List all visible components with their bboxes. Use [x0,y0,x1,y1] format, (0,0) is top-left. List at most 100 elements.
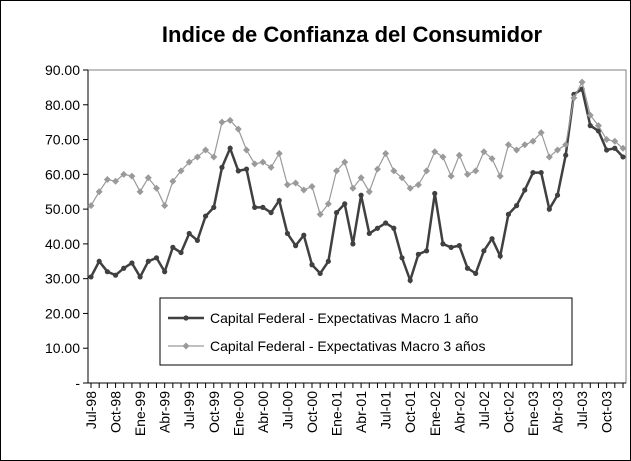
point [202,146,210,154]
point [382,149,390,157]
point [194,237,200,244]
x-tick-label: Oct-03 [599,391,615,433]
point [283,181,291,189]
point [514,203,520,209]
point [144,174,152,182]
point [276,197,282,204]
x-tick-label: Ene-02 [427,391,443,436]
x-tick-label: Ene-01 [329,391,345,436]
point [96,258,102,264]
point [186,230,192,237]
x-tick-label: Abr-99 [157,391,173,433]
x-tick-label: Ene-99 [132,391,148,436]
point [455,151,463,159]
point [619,144,627,152]
point [112,177,120,185]
point [521,141,529,149]
point [390,167,398,175]
point [538,169,544,176]
legend-box [159,297,573,366]
point [439,153,447,161]
point [464,265,471,271]
point [268,209,274,216]
point [252,204,258,210]
point [178,249,184,256]
x-tick-label: Abr-02 [451,391,467,433]
x-tick-label: Oct-02 [500,391,516,433]
point [350,241,356,247]
point [587,123,593,129]
point [308,183,316,191]
x-tick-label: Jul-03 [574,391,590,429]
point [423,248,430,254]
y-tick-label: 50.00 [45,201,80,217]
point [504,141,512,149]
x-tick-label: Abr-03 [550,391,566,433]
point [383,220,389,226]
point [170,244,176,250]
point [603,136,611,144]
point [513,146,521,154]
point [586,111,594,119]
point [530,169,536,176]
point [333,209,340,216]
y-tick-label: 70.00 [45,132,80,148]
point [497,253,503,259]
point [505,211,512,217]
point [472,167,480,175]
point [333,167,341,175]
point [316,210,324,218]
legend-marker [183,315,189,321]
point [267,163,275,171]
point [325,258,331,264]
point [161,202,169,210]
point [537,129,545,137]
point [226,116,234,124]
point [358,192,364,198]
point [234,125,242,133]
y-tick-label: 90.00 [45,62,80,78]
point [463,170,471,178]
point [562,141,570,149]
point [112,272,119,278]
point [185,158,193,166]
point [595,128,602,134]
point [432,190,438,197]
point [440,241,446,247]
point [374,225,381,231]
point [301,232,307,238]
y-tick-label: 80.00 [45,97,80,113]
x-tick-label: Abr-01 [353,391,369,433]
point [120,170,128,178]
point [193,153,201,161]
point [522,187,528,193]
point [406,184,414,192]
x-tick-label: Ene-00 [230,391,246,436]
point [366,230,372,237]
point [128,172,136,180]
x-tick-label: Jul-98 [83,391,99,429]
x-tick-label: Jul-00 [279,391,295,429]
point [349,184,357,192]
point [243,166,250,172]
point [235,168,241,174]
point [293,243,299,249]
point [545,153,553,161]
point [546,206,552,212]
point [489,236,495,242]
point [604,147,610,153]
legend-label: Capital Federal - Expectativas Macro 1 a… [210,310,479,326]
point [284,230,291,237]
point [317,270,323,277]
point [391,225,397,231]
point [177,167,185,175]
point [292,179,300,187]
x-tick-label: Abr-00 [255,391,271,433]
point [169,177,177,185]
point [399,255,405,261]
point [87,202,95,210]
point [578,78,586,86]
point [342,201,348,207]
point [423,167,431,175]
